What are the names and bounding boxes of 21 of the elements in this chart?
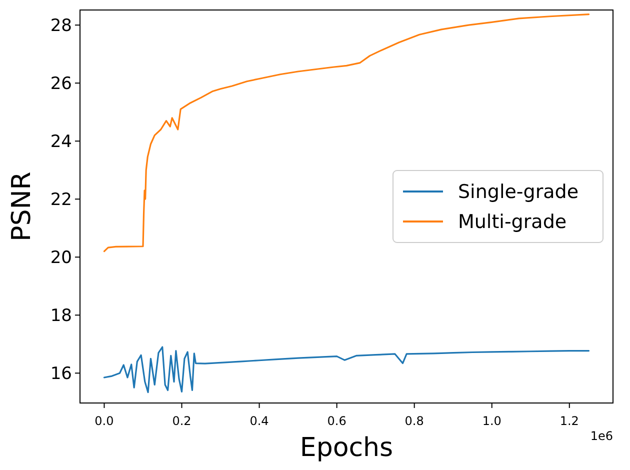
x-axis-title: Epochs — [300, 433, 394, 463]
y-tick-label: 24 — [50, 132, 72, 152]
y-axis-title: PSNR — [7, 172, 37, 242]
x-tick-label: 1.2 — [560, 414, 579, 428]
x-tick-label: 0.4 — [250, 414, 269, 428]
legend-label: Single-grade — [458, 181, 579, 204]
x-tick-label: 0.8 — [404, 414, 424, 428]
y-tick-label: 22 — [50, 190, 72, 210]
y-tick-label: 28 — [50, 16, 72, 36]
line-series — [103, 346, 590, 394]
line-series — [103, 14, 590, 252]
x-tick-label: 0.0 — [94, 414, 114, 428]
x-tick-label: 0.6 — [327, 414, 346, 428]
text: 1e6 — [590, 429, 613, 443]
x-tick-label: 1.0 — [482, 414, 502, 428]
x-tick-label: 0.2 — [172, 414, 192, 428]
y-tick-label: 16 — [50, 364, 72, 384]
y-tick-label: 20 — [50, 248, 72, 268]
y-tick-label: 18 — [50, 306, 72, 326]
legend-label: Multi-grade — [458, 211, 567, 234]
y-tick-label: 26 — [50, 74, 72, 94]
